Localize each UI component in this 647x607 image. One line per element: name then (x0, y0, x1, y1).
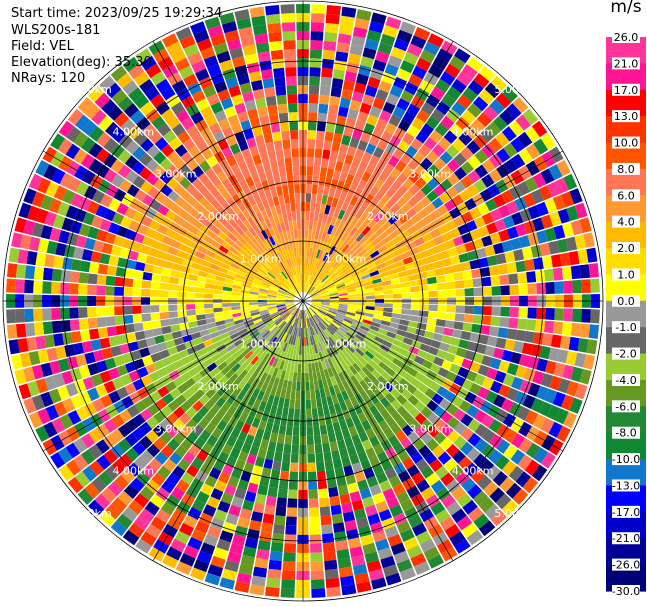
ring-label: 2.00km (197, 210, 239, 223)
colorbar-tick-bg (612, 321, 640, 334)
ring-label: 5.00km (494, 83, 536, 96)
colorbar-tick-bg (612, 532, 640, 545)
ring-label: 5.00km (494, 507, 536, 520)
colorbar-tick-bg (612, 479, 640, 492)
colorbar-tick-bg (612, 215, 640, 228)
colorbar-tick-label: -21.0 (612, 532, 640, 545)
ring-label: 5.00km (70, 83, 112, 96)
ring-label: 1.00km (240, 253, 282, 266)
ring-label: 4.00km (452, 465, 494, 478)
ring-label: 1.00km (325, 337, 367, 350)
colorbar-tick-bg (612, 83, 640, 96)
elevation-label: Elevation(deg): 35.30 (11, 55, 152, 70)
colorbar-tick-bg (612, 268, 640, 281)
ring-label: 3.00km (155, 168, 197, 181)
azimuth-line (302, 150, 563, 302)
azimuth-line (43, 150, 304, 302)
colorbar-tick-label: 0.0 (617, 295, 635, 308)
instrument-label: WLS200s-181 (11, 23, 101, 38)
colorbar-tick-bg (612, 347, 640, 360)
colorbar-tick-bg (612, 294, 640, 307)
start-time-label: Start time: 2023/09/25 19:29:34 (11, 6, 223, 21)
colorbar-tick-label: 10.0 (614, 137, 639, 150)
colorbar-tick-label: -26.0 (612, 559, 640, 572)
colorbar-tick-label: 8.0 (617, 163, 635, 176)
colorbar-tick-label: -17.0 (612, 506, 640, 519)
colorbar: 26.0 21.0 17.0 13.0 10.0 8.0 6.0 4.0 2.0 1.0 0.0 -1… (606, 20, 646, 595)
ring-label: 5.00km (70, 507, 112, 520)
ring-label: 4.00km (113, 125, 155, 138)
colorbar-tick-bg (612, 505, 640, 518)
colorbar-unit: m/s (610, 0, 642, 17)
field-label: Field: VEL (11, 39, 74, 54)
colorbar-tick-bg (612, 585, 640, 595)
colorbar-tick-label: 4.0 (617, 216, 635, 229)
nrays-label: NRays: 120 (11, 71, 86, 86)
colorbar-tick-label: 6.0 (617, 189, 635, 202)
colorbar-tick-label: -13.0 (612, 479, 640, 492)
colorbar-tick-bg (612, 558, 640, 571)
colorbar-tick-bg (612, 162, 640, 175)
colorbar-tick-label: -30.0 (612, 585, 640, 595)
ring-label: 3.00km (155, 422, 197, 435)
ring-label: 2.00km (367, 380, 409, 393)
ring-label: 3.00km (409, 168, 451, 181)
colorbar-tick-bg (612, 31, 640, 43)
azimuth-line (43, 300, 304, 452)
colorbar-tick-bg (612, 400, 640, 413)
colorbar-tick-bg (612, 373, 640, 386)
colorbar-tick-label: 1.0 (617, 268, 635, 281)
ring-label: 1.00km (325, 253, 367, 266)
colorbar-tick-label: -8.0 (615, 427, 636, 440)
azimuth-line (152, 300, 304, 561)
velocity-gates (6, 4, 600, 598)
ring-label: 4.00km (113, 465, 155, 478)
ring-label: 2.00km (367, 210, 409, 223)
colorbar-tick-label: 21.0 (614, 57, 639, 70)
azimuth-line (302, 300, 454, 561)
colorbar-tick-bg (612, 189, 640, 202)
colorbar-tick-label: -4.0 (615, 374, 636, 387)
colorbar-tick-bg (612, 242, 640, 255)
colorbar-tick-bg (612, 136, 640, 149)
colorbar-tick-bg (612, 453, 640, 466)
ring-label: 2.00km (197, 380, 239, 393)
colorbar-tick-label: 13.0 (614, 110, 639, 123)
colorbar-tick-label: 26.0 (614, 31, 639, 44)
azimuth-line (302, 300, 563, 452)
azimuth-line (152, 41, 304, 302)
colorbar-tick-label: -1.0 (615, 321, 636, 334)
colorbar-tick-bg (612, 57, 640, 70)
azimuth-line (302, 41, 454, 302)
ring-label: 3.00km (409, 422, 451, 435)
ring-label: 1.00km (240, 337, 282, 350)
colorbar-tick-label: 2.0 (617, 242, 635, 255)
colorbar-tick-label: -10.0 (612, 453, 640, 466)
colorbar-tick-label: -6.0 (615, 400, 636, 413)
colorbar-tick-bg (612, 110, 640, 123)
colorbar-tick-label: -2.0 (615, 348, 636, 361)
colorbar-tick-label: 17.0 (614, 84, 639, 97)
ring-label: 4.00km (452, 125, 494, 138)
colorbar-tick-bg (612, 426, 640, 439)
